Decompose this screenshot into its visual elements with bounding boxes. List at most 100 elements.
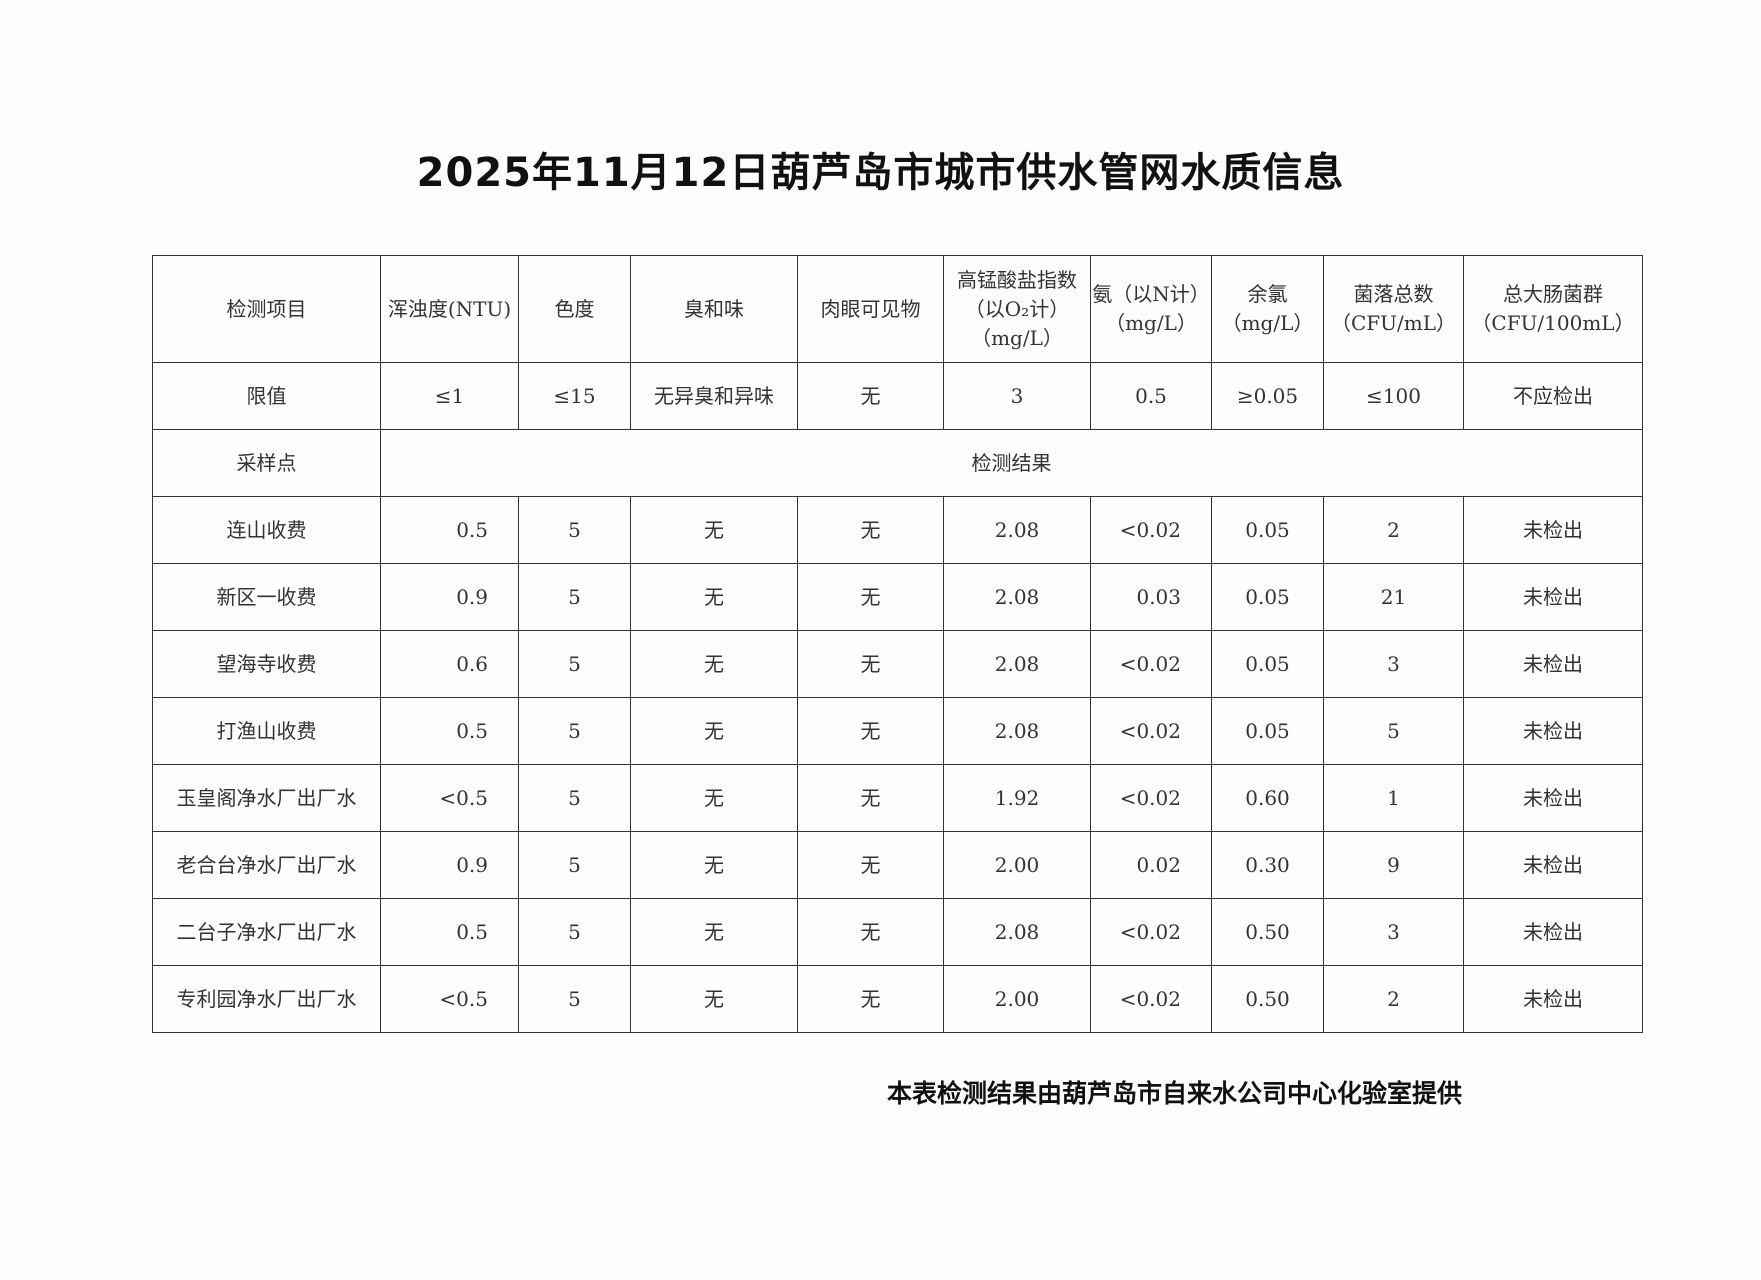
result-cell: 无 bbox=[797, 965, 944, 1033]
limit-value: 3 bbox=[943, 362, 1091, 430]
result-cell: 未检出 bbox=[1463, 898, 1643, 966]
result-cell: 5 bbox=[518, 965, 631, 1033]
result-cell: 2.08 bbox=[943, 630, 1091, 698]
limit-value: 无 bbox=[797, 362, 944, 430]
results-label: 检测结果 bbox=[380, 429, 1643, 497]
table-row: 新区一收费 0.9 5 无无 2.08 0.03 0.05 21 未检出 bbox=[152, 563, 1643, 631]
limit-value: ≤100 bbox=[1323, 362, 1464, 430]
result-cell: 0.03 bbox=[1090, 563, 1212, 631]
result-cell: 0.50 bbox=[1211, 965, 1324, 1033]
limit-value: 不应检出 bbox=[1463, 362, 1643, 430]
result-cell: 2 bbox=[1323, 965, 1464, 1033]
result-cell: <0.5 bbox=[380, 965, 519, 1033]
limits-row: 限值 ≤1 ≤15 无异臭和异味无 3 0.5 ≥0.05 ≤100 不应检出 bbox=[152, 362, 1643, 430]
sampling-point: 二台子净水厂出厂水 bbox=[152, 898, 381, 966]
result-cell: 未检出 bbox=[1463, 496, 1643, 564]
result-cell: 未检出 bbox=[1463, 764, 1643, 832]
result-cell: 无 bbox=[797, 831, 944, 899]
sampling-row: 采样点 检测结果 bbox=[152, 429, 1643, 497]
result-cell: 0.9 bbox=[380, 563, 519, 631]
result-cell: 5 bbox=[518, 764, 631, 832]
sampling-point: 新区一收费 bbox=[152, 563, 381, 631]
sampling-label: 采样点 bbox=[152, 429, 381, 497]
result-cell: 1.92 bbox=[943, 764, 1091, 832]
column-header: 氨（以N计）（mg/L） bbox=[1090, 255, 1212, 363]
result-cell: 无 bbox=[630, 965, 798, 1033]
result-cell: <0.5 bbox=[380, 764, 519, 832]
result-cell: 无 bbox=[630, 764, 798, 832]
result-cell: 无 bbox=[630, 898, 798, 966]
result-cell: 2.00 bbox=[943, 965, 1091, 1033]
column-header: 肉眼可见物 bbox=[797, 255, 944, 363]
result-cell: 0.6 bbox=[380, 630, 519, 698]
result-cell: 无 bbox=[630, 697, 798, 765]
result-cell: 5 bbox=[518, 496, 631, 564]
result-cell: 0.5 bbox=[380, 898, 519, 966]
result-cell: 无 bbox=[630, 630, 798, 698]
result-cell: 1 bbox=[1323, 764, 1464, 832]
column-header: 余氯（mg/L） bbox=[1211, 255, 1324, 363]
limit-value: ≤1 bbox=[380, 362, 519, 430]
limit-value: ≥0.05 bbox=[1211, 362, 1324, 430]
column-header: 检测项目 bbox=[152, 255, 381, 363]
result-cell: 0.02 bbox=[1090, 831, 1212, 899]
result-cell: 未检出 bbox=[1463, 697, 1643, 765]
sampling-point: 玉皇阁净水厂出厂水 bbox=[152, 764, 381, 832]
result-cell: 0.05 bbox=[1211, 630, 1324, 698]
table-row: 玉皇阁净水厂出厂水 <0.5 5 无无 1.92 <0.02 0.60 1 未检出 bbox=[152, 764, 1643, 832]
table-row: 专利园净水厂出厂水 <0.5 5 无无 2.00 <0.02 0.50 2 未检出 bbox=[152, 965, 1643, 1033]
result-cell: 2.08 bbox=[943, 563, 1091, 631]
page-title: 2025年11月12日葫芦岛市城市供水管网水质信息 bbox=[416, 150, 1345, 196]
result-cell: 0.9 bbox=[380, 831, 519, 899]
result-cell: 5 bbox=[518, 831, 631, 899]
result-cell: 无 bbox=[797, 563, 944, 631]
result-cell: <0.02 bbox=[1090, 496, 1212, 564]
column-header: 臭和味 bbox=[630, 255, 798, 363]
result-cell: 0.5 bbox=[380, 697, 519, 765]
limit-label: 限值 bbox=[152, 362, 381, 430]
result-cell: <0.02 bbox=[1090, 697, 1212, 765]
result-cell: 0.05 bbox=[1211, 563, 1324, 631]
result-cell: 无 bbox=[630, 563, 798, 631]
result-cell: 0.05 bbox=[1211, 496, 1324, 564]
column-header: 浑浊度(NTU) bbox=[380, 255, 519, 363]
table-row: 连山收费 0.5 5 无无 2.08 <0.02 0.05 2 未检出 bbox=[152, 496, 1643, 564]
result-cell: 未检出 bbox=[1463, 965, 1643, 1033]
footer-note: 本表检测结果由葫芦岛市自来水公司中心化验室提供 bbox=[887, 1079, 1463, 1108]
result-cell: 未检出 bbox=[1463, 630, 1643, 698]
water-quality-table: 检测项目 浑浊度(NTU) 色度 臭和味 肉眼可见物 高锰酸盐指数（以O₂计）（mg/L）… bbox=[152, 255, 1643, 1033]
result-cell: <0.02 bbox=[1090, 630, 1212, 698]
result-cell: 0.30 bbox=[1211, 831, 1324, 899]
table-row: 望海寺收费 0.6 5 无无 2.08 <0.02 0.05 3 未检出 bbox=[152, 630, 1643, 698]
limit-value: 0.5 bbox=[1090, 362, 1212, 430]
result-cell: 无 bbox=[630, 831, 798, 899]
result-cell: 无 bbox=[797, 697, 944, 765]
result-cell: 5 bbox=[518, 898, 631, 966]
result-cell: 2.00 bbox=[943, 831, 1091, 899]
result-cell: <0.02 bbox=[1090, 898, 1212, 966]
result-cell: 9 bbox=[1323, 831, 1464, 899]
result-cell: 无 bbox=[630, 496, 798, 564]
column-header: 总大肠菌群（CFU/100mL） bbox=[1463, 255, 1643, 363]
result-cell: 5 bbox=[518, 563, 631, 631]
result-cell: 无 bbox=[797, 496, 944, 564]
result-cell: <0.02 bbox=[1090, 965, 1212, 1033]
result-cell: 无 bbox=[797, 898, 944, 966]
result-cell: 0.5 bbox=[380, 496, 519, 564]
limit-value: ≤15 bbox=[518, 362, 631, 430]
sampling-point: 望海寺收费 bbox=[152, 630, 381, 698]
result-cell: 5 bbox=[1323, 697, 1464, 765]
table-row: 老合台净水厂出厂水 0.9 5 无无 2.00 0.02 0.30 9 未检出 bbox=[152, 831, 1643, 899]
result-cell: 未检出 bbox=[1463, 831, 1643, 899]
table-row: 二台子净水厂出厂水 0.5 5 无无 2.08 <0.02 0.50 3 未检出 bbox=[152, 898, 1643, 966]
table-row: 打渔山收费 0.5 5 无无 2.08 <0.02 0.05 5 未检出 bbox=[152, 697, 1643, 765]
result-cell: 0.05 bbox=[1211, 697, 1324, 765]
result-cell: 5 bbox=[518, 697, 631, 765]
result-cell: 2.08 bbox=[943, 496, 1091, 564]
result-cell: 2.08 bbox=[943, 697, 1091, 765]
result-cell: 5 bbox=[518, 630, 631, 698]
result-cell: 3 bbox=[1323, 898, 1464, 966]
result-cell: 0.50 bbox=[1211, 898, 1324, 966]
result-cell: <0.02 bbox=[1090, 764, 1212, 832]
result-cell: 2.08 bbox=[943, 898, 1091, 966]
